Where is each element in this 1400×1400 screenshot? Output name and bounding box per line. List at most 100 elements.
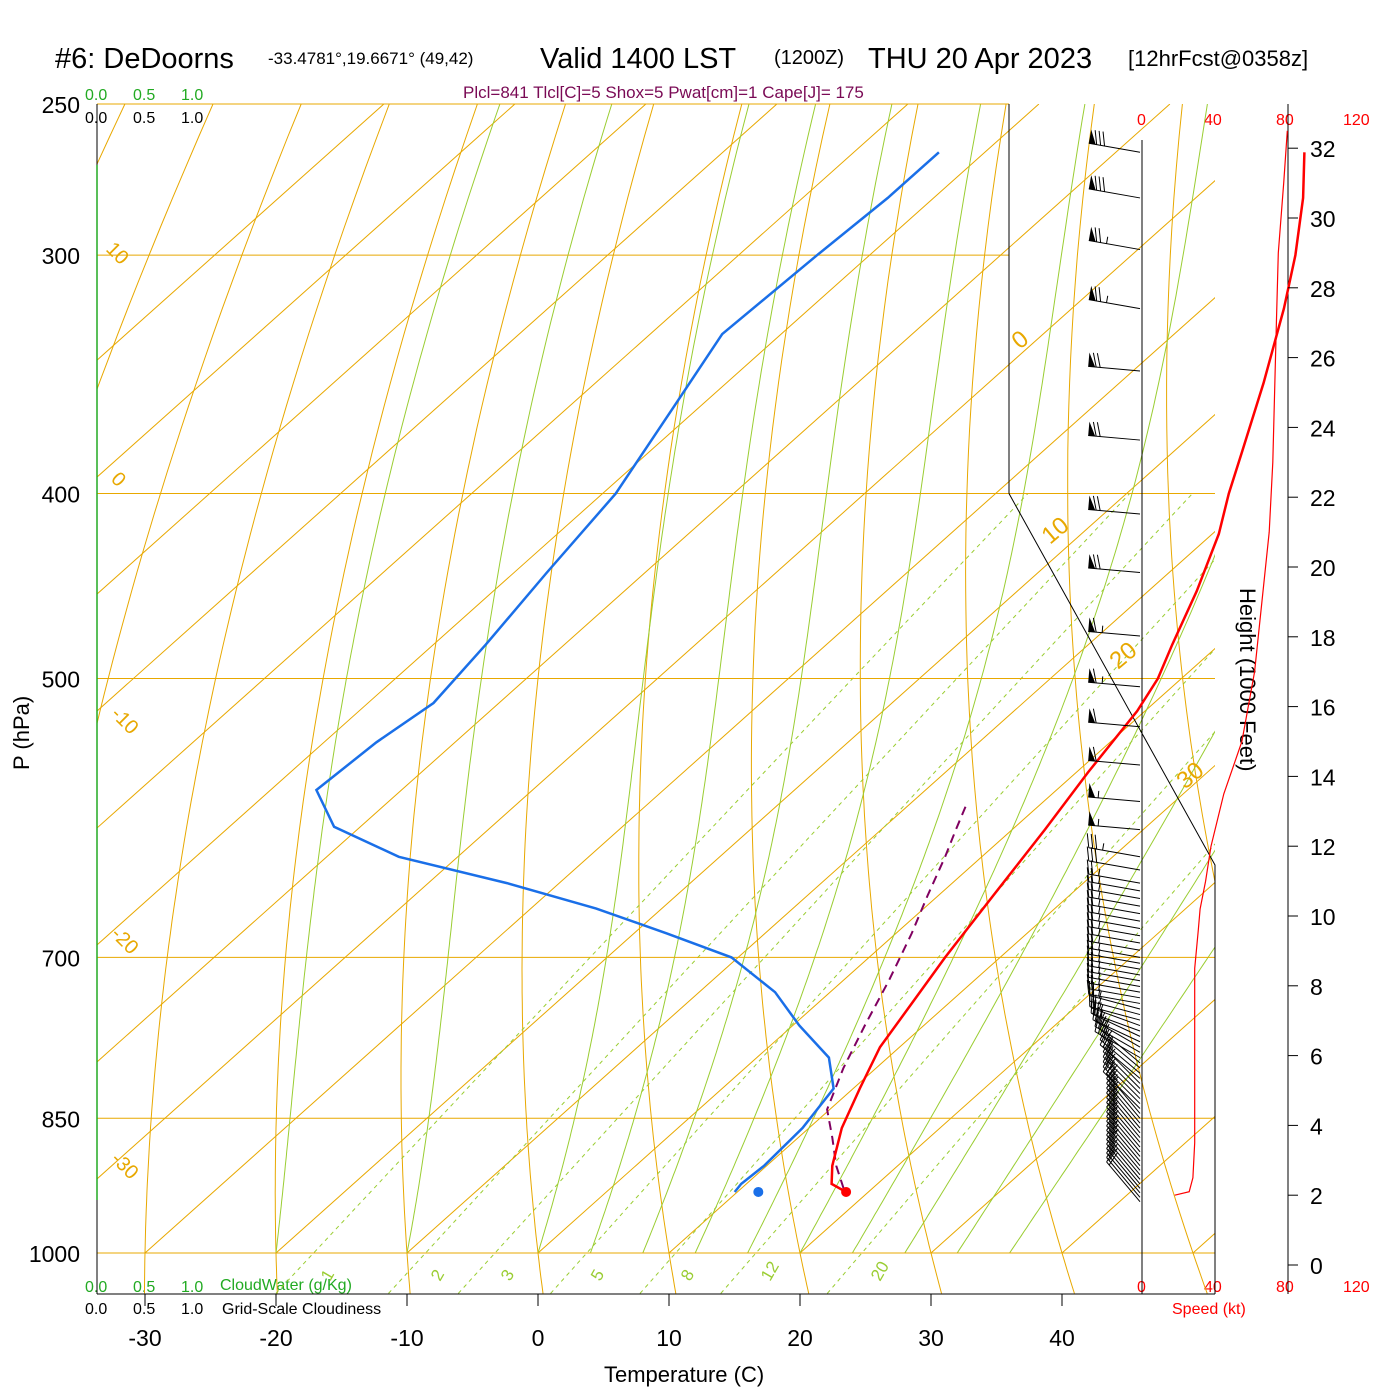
barb-half bbox=[1107, 1030, 1113, 1037]
mixing-ratio-line bbox=[388, 493, 1130, 1294]
barb-full bbox=[1086, 912, 1090, 927]
barb-staff bbox=[1088, 918, 1141, 929]
height-tick-label: 28 bbox=[1310, 276, 1336, 302]
wind-barb bbox=[1086, 890, 1141, 915]
wind-barb bbox=[1086, 974, 1141, 999]
barb-flag bbox=[1088, 175, 1096, 191]
barb-full bbox=[1092, 554, 1097, 569]
barb-half bbox=[1097, 790, 1100, 798]
barb-half bbox=[1098, 906, 1101, 914]
dry-adiabat-line bbox=[1263, 70, 1400, 1293]
barb-full bbox=[1086, 919, 1090, 935]
speed-tick: 0 bbox=[1137, 112, 1146, 129]
mixing-ratio-label: 5 bbox=[587, 1266, 608, 1284]
mixing-ratio-label: 12 bbox=[757, 1258, 783, 1284]
barb-full bbox=[1098, 228, 1102, 243]
wind-barb bbox=[1086, 846, 1141, 871]
barb-flag bbox=[1088, 668, 1096, 683]
mixing-ratio-line bbox=[550, 558, 1215, 1294]
tick-layer: -30 -20 -10 0 10 20 30 402503004005007008501000… bbox=[29, 92, 1336, 1351]
barb-flag bbox=[1088, 746, 1096, 762]
dry-adiabat-line bbox=[965, 104, 1075, 1294]
pressure-tick-label: 300 bbox=[42, 243, 80, 269]
barb-full bbox=[1090, 993, 1093, 1008]
x-tick-label: -20 bbox=[259, 1325, 292, 1351]
barb-full bbox=[1094, 834, 1098, 850]
barb-full bbox=[1097, 1019, 1103, 1034]
barb-staff bbox=[1088, 188, 1141, 199]
barb-full bbox=[1086, 867, 1090, 882]
cloudiness-tick: 0.0 bbox=[85, 1301, 107, 1318]
speed-tick: 120 bbox=[1343, 112, 1370, 129]
wind-barb bbox=[1106, 1090, 1141, 1143]
isotherm-line bbox=[97, 104, 516, 478]
cloudiness-tick: 0.5 bbox=[133, 1301, 155, 1318]
barb-staff bbox=[1088, 509, 1141, 515]
barb-full bbox=[1090, 867, 1094, 883]
cloudwater-tick: 1.0 bbox=[181, 1279, 203, 1296]
dry-adiabat-line bbox=[521, 104, 655, 1294]
barb-staff bbox=[1088, 889, 1141, 899]
x-tick-label: 10 bbox=[656, 1325, 682, 1351]
barb-half bbox=[1101, 676, 1104, 684]
barb-full bbox=[1090, 940, 1094, 955]
barb-staff bbox=[1102, 1056, 1141, 1094]
barb-flag bbox=[1088, 226, 1096, 242]
theta-label: 30 bbox=[1172, 757, 1210, 795]
barb-half bbox=[1098, 884, 1101, 892]
speed-tick: 40 bbox=[1204, 112, 1222, 129]
barb-staff bbox=[1106, 1143, 1141, 1185]
barb-full bbox=[1108, 1097, 1118, 1111]
barb-staff bbox=[1094, 1020, 1141, 1048]
barb-full bbox=[1086, 945, 1090, 961]
barb-full bbox=[1092, 495, 1097, 511]
wind-barb bbox=[1086, 962, 1141, 987]
dry-adiabat-line bbox=[1067, 104, 1208, 1294]
barb-staff bbox=[1088, 721, 1141, 728]
x-axis-label: Temperature (C) bbox=[604, 1362, 764, 1387]
dry-adiabat-line bbox=[274, 104, 478, 1294]
cloudiness-label: Grid-Scale Cloudiness bbox=[222, 1301, 381, 1318]
cloudwater-tick: 0.5 bbox=[133, 87, 155, 104]
barb-flag bbox=[1088, 421, 1096, 437]
cloudwater-label: CloudWater (g/Kg) bbox=[220, 1277, 352, 1294]
barb-staff bbox=[1088, 896, 1141, 907]
barb-staff bbox=[1092, 1019, 1141, 1043]
barb-full bbox=[1096, 554, 1101, 570]
theta-label: 0 bbox=[1007, 325, 1035, 354]
barb-staff bbox=[1092, 1013, 1141, 1037]
wind-barb bbox=[1088, 668, 1141, 688]
pressure-tick-label: 500 bbox=[42, 667, 80, 693]
moist-adiabat-line bbox=[1009, 946, 1215, 1254]
barb-staff bbox=[1088, 926, 1141, 937]
barb-staff bbox=[1088, 796, 1141, 803]
barb-half bbox=[1098, 996, 1102, 1004]
profile-layer bbox=[314, 151, 1306, 1197]
barb-staff bbox=[1088, 824, 1141, 831]
speed-tick: 80 bbox=[1276, 1279, 1294, 1296]
mixing-ratio-line bbox=[457, 493, 1193, 1294]
barb-staff bbox=[1088, 847, 1141, 858]
cloud-scale-bottom: 0.0 0.5 1.0 CloudWater (g/Kg) 0.0 0.5 1.… bbox=[85, 1277, 381, 1318]
barb-flag bbox=[1088, 129, 1096, 145]
barb-full bbox=[1086, 882, 1090, 898]
barb-half bbox=[1101, 1017, 1106, 1025]
height-tick-label: 8 bbox=[1310, 974, 1323, 1000]
barb-staff bbox=[1102, 1061, 1141, 1099]
wind-barb bbox=[1088, 129, 1141, 153]
cloudiness-tick: 1.0 bbox=[181, 1301, 203, 1318]
barb-staff bbox=[1089, 1000, 1141, 1016]
barb-full bbox=[1108, 1078, 1118, 1092]
isotherm-label: -20 bbox=[106, 923, 142, 959]
mixing-ratio-line bbox=[275, 493, 1029, 1294]
barb-staff bbox=[1106, 1116, 1141, 1157]
wind-barb bbox=[1086, 859, 1141, 884]
barb-staff bbox=[1088, 365, 1141, 372]
barb-full bbox=[1094, 130, 1098, 145]
barb-staff bbox=[1106, 1139, 1141, 1180]
height-tick-label: 0 bbox=[1310, 1253, 1323, 1279]
stability-indices: Plcl=841 Tlcl[C]=5 Shox=5 Pwat[cm]=1 Cap… bbox=[463, 83, 864, 102]
utc-time: (1200Z) bbox=[774, 47, 844, 69]
